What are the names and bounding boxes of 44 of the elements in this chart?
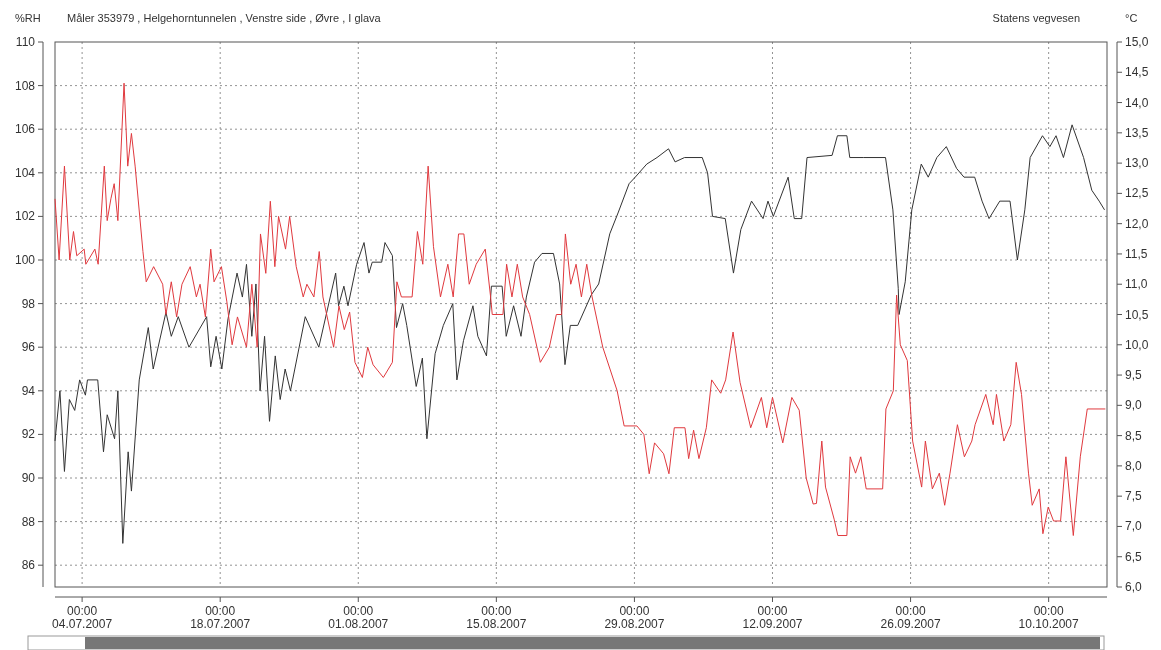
x-tick-label: 00:00 10.10.2007 xyxy=(1018,604,1079,631)
y-tick-label: 98 xyxy=(21,296,36,311)
y2-axis-title: °C xyxy=(1125,12,1138,24)
y2-tick-label: 14,5 xyxy=(1125,65,1149,80)
x-tick-label: 00:00 26.09.2007 xyxy=(880,604,941,631)
x-tick-label: 00:00 18.07.2007 xyxy=(190,604,251,631)
y2-tick-label: 13,5 xyxy=(1125,125,1149,140)
y2-tick-label: 11,0 xyxy=(1125,277,1148,292)
x-tick-label: 00:00 15.08.2007 xyxy=(466,604,527,631)
y-tick-label: 86 xyxy=(21,558,36,573)
y2-tick-label: 9,0 xyxy=(1125,398,1143,413)
y2-tick-label: 6,0 xyxy=(1125,580,1143,594)
y2-tick-label: 7,0 xyxy=(1125,519,1143,534)
y-tick-label: 108 xyxy=(14,78,36,93)
x-tick-label: 00:00 01.08.2007 xyxy=(328,604,389,631)
y2-tick-label: 8,5 xyxy=(1125,428,1143,443)
y2-tick-label: 9,5 xyxy=(1125,368,1143,383)
y2-tick-label: 12,0 xyxy=(1125,216,1149,231)
y2-tick-label: 10,5 xyxy=(1125,307,1149,322)
y-tick-label: 90 xyxy=(21,471,36,485)
y-tick-label: 94 xyxy=(21,383,36,398)
y-tick-label: 88 xyxy=(21,514,36,529)
y2-tick-label: 11,5 xyxy=(1125,246,1148,261)
y2-tick-label: 15,0 xyxy=(1125,35,1149,49)
y-tick-label: 96 xyxy=(21,340,36,355)
y2-tick-label: 7,5 xyxy=(1125,489,1143,504)
y-tick-label: 102 xyxy=(14,209,36,224)
y-tick-label: 104 xyxy=(14,165,36,180)
y2-tick-label: 14,0 xyxy=(1125,95,1149,110)
y2-tick-label: 6,5 xyxy=(1125,549,1143,564)
y2-tick-label: 13,0 xyxy=(1125,156,1149,171)
x-tick-label: 00:00 29.08.2007 xyxy=(604,604,665,631)
text: Statens vegvesen xyxy=(992,12,1080,24)
y2-tick-label: 10,0 xyxy=(1125,337,1149,352)
x-tick-label: 00:00 12.09.2007 xyxy=(742,604,803,631)
y-tick-label: 110 xyxy=(15,35,36,49)
x-tick-label: 00:00 04.07.2007 xyxy=(52,604,113,631)
y-tick-label: 92 xyxy=(21,427,36,442)
y-tick-label: 106 xyxy=(14,122,36,137)
y2-tick-label: 8,0 xyxy=(1125,458,1143,473)
y2-tick-label: 12,5 xyxy=(1125,186,1149,201)
y-axis-title: %RH xyxy=(15,12,41,24)
chart-title: Måler 353979 , Helgehorntunnelen , Venstre side , Øvre , I glava xyxy=(67,12,382,24)
y-tick-label: 100 xyxy=(14,253,36,267)
